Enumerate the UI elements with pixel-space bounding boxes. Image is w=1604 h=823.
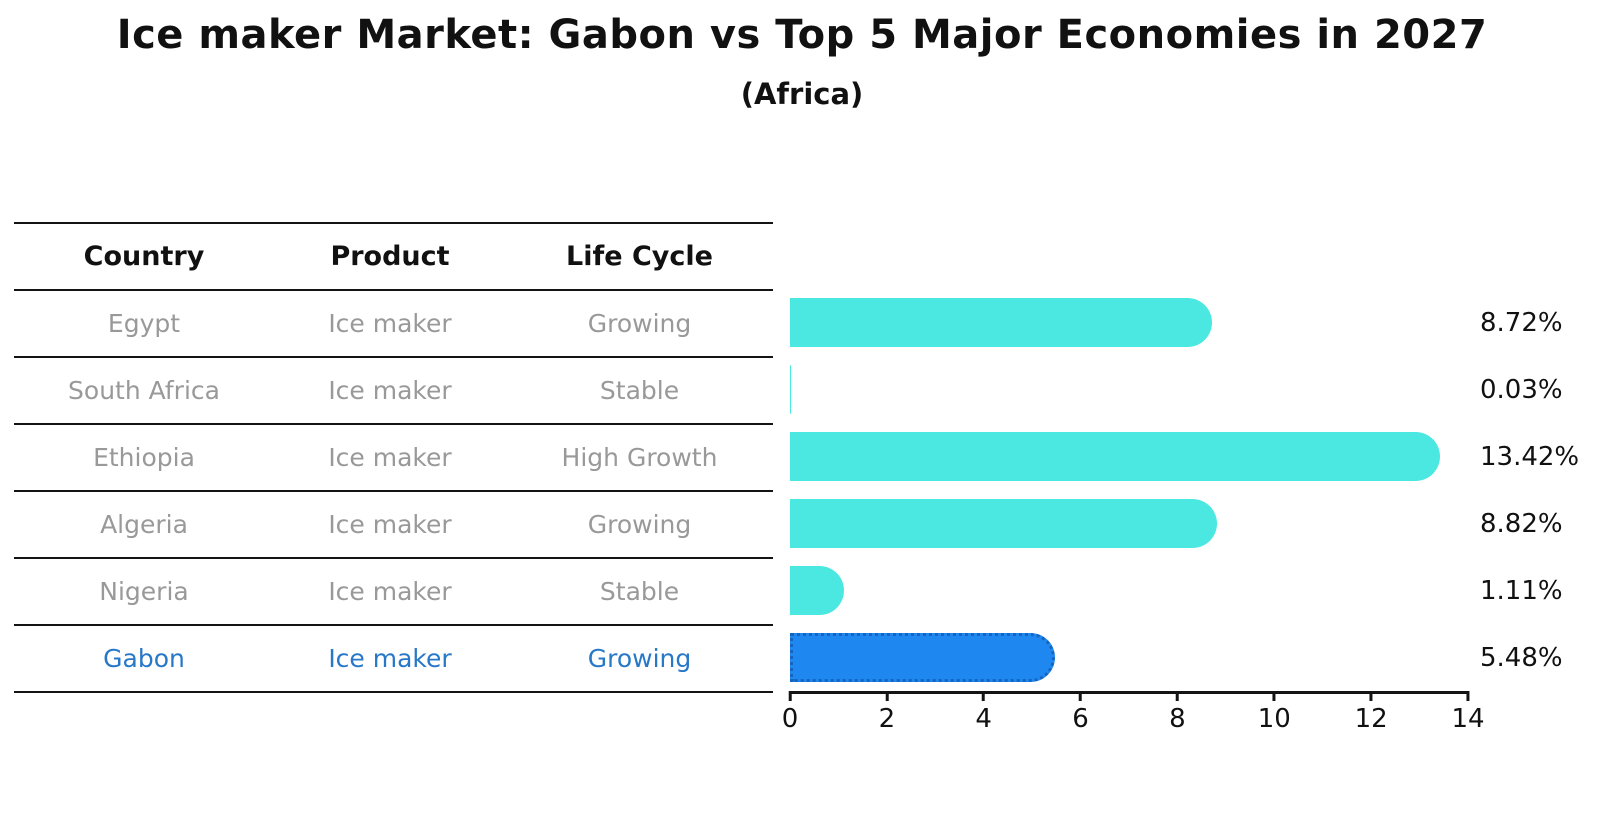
bar-algeria xyxy=(790,499,1218,548)
tick-mark xyxy=(1272,691,1276,701)
value-label: 13.42% xyxy=(1480,441,1580,472)
page-title: Ice maker Market: Gabon vs Top 5 Major E… xyxy=(116,12,1488,58)
tick-label: 14 xyxy=(1451,704,1485,734)
value-label: 8.82% xyxy=(1480,508,1563,539)
x-axis-tick: 12 xyxy=(1355,691,1388,734)
column-header-product: Product xyxy=(330,241,450,272)
bar-ethiopia xyxy=(790,432,1440,481)
x-axis-tick: 0 xyxy=(781,691,799,734)
value-label: 0.03% xyxy=(1480,374,1563,405)
tick-mark xyxy=(1079,691,1083,701)
table-row-gabon: Gabon Ice maker Growing xyxy=(14,626,773,693)
life-cycle-cell: High Growth xyxy=(561,443,718,472)
bar-row-nigeria: 1.11% xyxy=(790,557,1563,624)
x-axis-tick: 2 xyxy=(878,691,896,734)
bar-nigeria xyxy=(790,566,844,615)
life-cycle-cell: Growing xyxy=(587,510,692,539)
table-row-ethiopia: Ethiopia Ice maker High Growth xyxy=(14,425,773,492)
tick-label: 6 xyxy=(1072,704,1089,734)
country-cell: Gabon xyxy=(103,644,185,673)
x-axis: 0 2 4 6 8 10 12 14 xyxy=(782,691,1485,741)
life-cycle-cell: Stable xyxy=(599,577,680,606)
life-cycle-cell: Growing xyxy=(587,644,692,673)
x-axis-tick: 8 xyxy=(1169,691,1186,734)
bar-south-africa xyxy=(790,365,792,414)
table-header-row: Country Product Life Cycle xyxy=(14,224,773,291)
bar-gabon xyxy=(790,633,1056,682)
table-row-egypt: Egypt Ice maker Growing xyxy=(14,291,773,358)
country-cell: Nigeria xyxy=(99,577,189,606)
table-row-nigeria: Nigeria Ice maker Stable xyxy=(14,559,773,626)
product-cell: Ice maker xyxy=(328,376,452,405)
country-cell: South Africa xyxy=(68,376,220,405)
country-cell: Algeria xyxy=(100,510,188,539)
x-axis-line xyxy=(790,691,1468,694)
column-header-life-cycle: Life Cycle xyxy=(566,241,713,272)
tick-mark xyxy=(1369,691,1373,701)
tick-mark xyxy=(1466,691,1470,701)
product-cell: Ice maker xyxy=(328,644,452,673)
tick-label: 12 xyxy=(1354,704,1388,734)
page-subtitle: (Africa) xyxy=(740,77,864,111)
product-cell: Ice maker xyxy=(328,510,452,539)
column-header-country: Country xyxy=(83,241,205,272)
country-table: Country Product Life Cycle Egypt Ice mak… xyxy=(14,222,773,693)
life-cycle-cell: Stable xyxy=(599,376,680,405)
x-axis-tick: 4 xyxy=(975,691,992,734)
life-cycle-cell: Growing xyxy=(587,309,692,338)
value-label: 5.48% xyxy=(1480,642,1563,673)
value-label: 8.72% xyxy=(1480,307,1563,338)
tick-label: 10 xyxy=(1257,704,1291,734)
x-axis-tick: 14 xyxy=(1451,691,1485,734)
x-axis-tick: 10 xyxy=(1258,691,1291,734)
bar-row-algeria: 8.82% xyxy=(790,490,1563,557)
tick-mark xyxy=(1175,691,1179,701)
bar-row-gabon: 5.48% xyxy=(790,624,1563,691)
bar-row-south-africa: 0.03% xyxy=(790,356,1563,423)
country-cell: Egypt xyxy=(107,309,181,338)
bar-row-ethiopia: 13.42% xyxy=(790,423,1579,490)
tick-mark xyxy=(788,691,792,701)
product-cell: Ice maker xyxy=(328,577,452,606)
tick-label: 2 xyxy=(878,704,896,734)
tick-label: 4 xyxy=(975,704,992,734)
value-label: 1.11% xyxy=(1480,575,1563,606)
bar-row-egypt: 8.72% xyxy=(790,289,1563,356)
bar-egypt xyxy=(790,298,1213,347)
x-axis-tick: 6 xyxy=(1072,691,1089,734)
bar-chart: 8.72% 0.03% 13.42% 8.82% 1.11% 5.48% xyxy=(790,289,1579,694)
tick-mark xyxy=(885,691,889,701)
tick-label: 8 xyxy=(1169,704,1186,734)
tick-label: 0 xyxy=(781,704,799,734)
product-cell: Ice maker xyxy=(328,443,452,472)
table-row-south-africa: South Africa Ice maker Stable xyxy=(14,358,773,425)
table-row-algeria: Algeria Ice maker Growing xyxy=(14,492,773,559)
product-cell: Ice maker xyxy=(328,309,452,338)
tick-mark xyxy=(982,691,986,701)
country-cell: Ethiopia xyxy=(93,443,195,472)
